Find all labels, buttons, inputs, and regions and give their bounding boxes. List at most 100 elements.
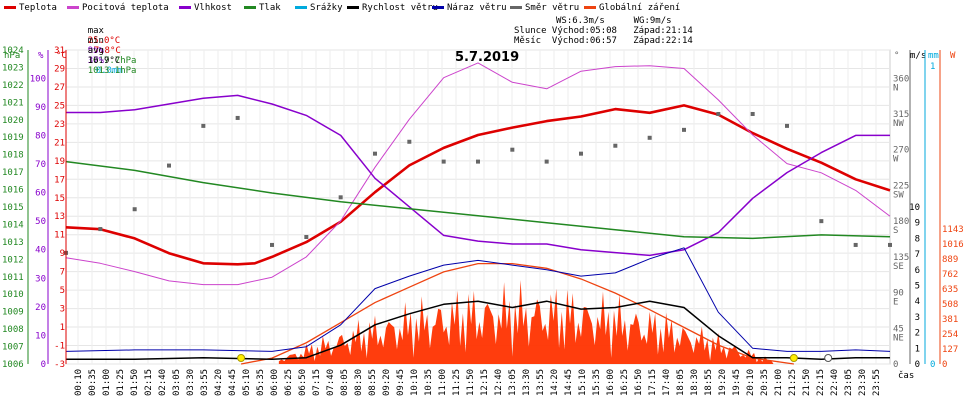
sun-times: Slunce Východ:05:08 Západ:21:14 bbox=[514, 26, 693, 36]
legend-swatch bbox=[347, 6, 359, 9]
tick-time: 23:55 bbox=[872, 369, 882, 396]
wind-direction-point bbox=[167, 163, 171, 168]
tick-temperature: 23 bbox=[54, 120, 65, 130]
tick-temperature: 13 bbox=[54, 212, 65, 222]
tick-time: 11:50 bbox=[466, 369, 476, 396]
legend-item: Globální záření bbox=[584, 2, 680, 14]
tick-direction-label: NW bbox=[893, 119, 904, 129]
tick-rain: 1 bbox=[930, 62, 935, 72]
tick-time: 15:35 bbox=[592, 369, 602, 396]
tick-radiation: 0 bbox=[942, 360, 947, 370]
series-pocitová-teplota bbox=[65, 62, 891, 286]
tick-direction: 135 bbox=[893, 253, 909, 263]
wind-direction-point bbox=[613, 143, 618, 148]
tick-time: 14:45 bbox=[564, 369, 574, 396]
legend-item: Teplota bbox=[4, 2, 57, 14]
stats-max-row: max 25.0°C 95% 1017.7hPa 0.0mm bbox=[66, 16, 137, 76]
tick-time: 07:15 bbox=[312, 369, 322, 396]
tick-time: 16:50 bbox=[634, 369, 644, 396]
tick-time: 03:30 bbox=[186, 369, 196, 396]
tick-time: 17:40 bbox=[662, 369, 672, 396]
tick-temperature: 19 bbox=[54, 157, 65, 167]
tick-temperature: 15 bbox=[54, 194, 65, 204]
tick-time: 03:05 bbox=[172, 369, 182, 396]
max-pressure: 1017.7hPa bbox=[87, 56, 137, 66]
wind-direction-point bbox=[647, 135, 652, 140]
tick-time: 18:30 bbox=[690, 369, 700, 396]
legend-label: Náraz větru bbox=[447, 3, 507, 13]
legend-swatch bbox=[4, 6, 16, 9]
wind-direction-points bbox=[64, 111, 892, 255]
tick-temperature: 17 bbox=[54, 175, 65, 185]
wind-direction-point bbox=[819, 219, 824, 224]
wind-speed-avg: WS:6.3m/s bbox=[556, 16, 605, 26]
tick-time: 21:25 bbox=[788, 369, 798, 396]
tick-humidity: 20 bbox=[35, 303, 46, 313]
tick-wind: 4 bbox=[915, 297, 920, 307]
radiation-line bbox=[240, 262, 794, 365]
tick-time: 06:00 bbox=[270, 369, 280, 396]
legend-label: Vlhkost bbox=[194, 3, 232, 13]
tick-temperature: 27 bbox=[54, 83, 65, 93]
tick-direction-label: S bbox=[893, 226, 898, 236]
plot-area bbox=[65, 49, 891, 365]
wind-direction-point bbox=[201, 123, 206, 128]
tick-radiation: 1016 bbox=[942, 240, 964, 250]
tick-time: 22:15 bbox=[816, 369, 826, 396]
tick-humidity: 30 bbox=[35, 274, 46, 284]
tick-temperature: 31 bbox=[54, 46, 65, 56]
axis-header-mm: mm bbox=[928, 51, 939, 61]
tick-direction: 180 bbox=[893, 217, 909, 227]
tick-humidity: 10 bbox=[35, 331, 46, 341]
tick-humidity: 90 bbox=[35, 103, 46, 113]
legend-label: Směr větru bbox=[525, 3, 580, 13]
legend-label: Globální záření bbox=[599, 3, 681, 13]
tick-temperature: 9 bbox=[60, 249, 65, 259]
x-axis: 00:10 00:35 01:00 01:25 01:50 02:15 02:40 03:05… bbox=[74, 369, 914, 396]
tick-temperature: 29 bbox=[54, 64, 65, 74]
sun-markers bbox=[237, 354, 833, 362]
max-label: max bbox=[87, 26, 104, 36]
chart-title: 5.7.2019 bbox=[455, 50, 520, 65]
max-humidity: 95% bbox=[87, 46, 104, 56]
min-label: min bbox=[87, 36, 104, 46]
legend-swatch bbox=[67, 6, 79, 9]
min-temp: 7.8°C bbox=[93, 46, 121, 56]
legend-label: Tlak bbox=[259, 3, 281, 13]
tick-wind: 8 bbox=[915, 234, 920, 244]
tick-direction-label: SW bbox=[893, 190, 904, 200]
legend-swatch bbox=[295, 6, 307, 9]
wind-direction-point bbox=[510, 147, 515, 152]
tick-temperature: 7 bbox=[60, 268, 65, 278]
tick-time: 01:50 bbox=[130, 369, 140, 396]
tick-humidity: 0 bbox=[41, 360, 46, 370]
tick-radiation: 254 bbox=[942, 330, 958, 340]
grid bbox=[66, 49, 890, 365]
tick-radiation: 508 bbox=[942, 300, 958, 310]
tick-pressure: 1017 bbox=[2, 168, 24, 178]
avg-label: avg bbox=[87, 46, 104, 56]
stats-avg-row: avg 16.9°C bbox=[66, 36, 136, 66]
sun-marker bbox=[789, 354, 798, 362]
tick-temperature: 3 bbox=[60, 305, 65, 315]
tick-temperature: 1 bbox=[60, 323, 65, 333]
tick-time: 07:40 bbox=[326, 369, 336, 396]
tick-time: 03:55 bbox=[200, 369, 210, 396]
tick-humidity: 60 bbox=[35, 189, 46, 199]
axis-header-dir: ° bbox=[894, 51, 899, 61]
wind-gust-max: WG:9m/s bbox=[633, 16, 672, 26]
tick-humidity: 80 bbox=[35, 131, 46, 141]
tick-radiation: 889 bbox=[942, 255, 958, 265]
legend-item: Náraz větru bbox=[432, 2, 507, 14]
tick-time: 00:35 bbox=[88, 369, 98, 396]
tick-pressure: 1023 bbox=[2, 63, 24, 73]
tick-time: 08:55 bbox=[368, 369, 378, 396]
tick-direction-label: N bbox=[893, 83, 898, 93]
tick-direction: 45 bbox=[893, 324, 904, 334]
astro-panel: WS:6.3m/s WG:9m/s Slunce Východ:05:08 Zá… bbox=[514, 16, 693, 46]
wind-direction-point bbox=[716, 111, 721, 116]
tick-direction-label: NE bbox=[893, 333, 904, 343]
tick-time: 17:15 bbox=[648, 369, 658, 396]
legend-label: Pocitová teplota bbox=[82, 3, 169, 13]
legend-item: Tlak bbox=[244, 2, 281, 14]
